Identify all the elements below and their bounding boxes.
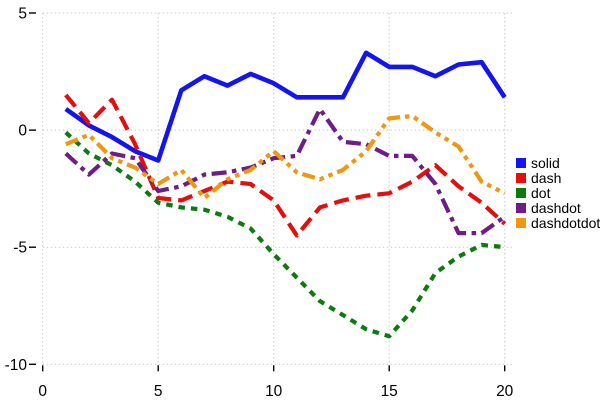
legend-label-dashdotdot: dashdotdot bbox=[531, 215, 600, 231]
y-axis-tick-label: 0 bbox=[18, 123, 27, 140]
legend-label-dashdot: dashdot bbox=[531, 200, 581, 216]
y-axis-tick-label: 5 bbox=[18, 6, 27, 23]
legend-swatch-dash bbox=[516, 173, 526, 183]
series-line-dot bbox=[64, 130, 505, 339]
x-axis-tick-label: 5 bbox=[154, 383, 163, 400]
series-lines bbox=[64, 50, 507, 339]
legend-swatch-dashdotdot bbox=[516, 218, 526, 228]
legend-label-dash: dash bbox=[531, 170, 561, 186]
gridlines bbox=[42, 12, 512, 365]
series-line-dashdot bbox=[64, 106, 506, 236]
legend-swatch-solid bbox=[516, 158, 526, 168]
x-axis-tick-label: 0 bbox=[38, 383, 47, 400]
series-line-dashdotdot bbox=[65, 113, 506, 201]
legend-label-solid: solid bbox=[531, 155, 560, 171]
x-axis-tick-label: 20 bbox=[496, 383, 514, 400]
x-axis-tick-label: 10 bbox=[265, 383, 283, 400]
legend-swatch-dashdot bbox=[516, 203, 526, 213]
legend-label-dot: dot bbox=[531, 185, 551, 201]
x-axis-tick-label: 15 bbox=[381, 383, 398, 400]
tick-labels: 5 0 -5 -10 0 5 10 15 20 bbox=[5, 6, 514, 400]
series-line-solid bbox=[64, 50, 507, 163]
y-axis-tick-label: -10 bbox=[5, 357, 28, 374]
tick-marks bbox=[29, 12, 506, 372]
legend-swatch-dot bbox=[516, 188, 526, 198]
y-axis-tick-label: -5 bbox=[13, 240, 27, 257]
